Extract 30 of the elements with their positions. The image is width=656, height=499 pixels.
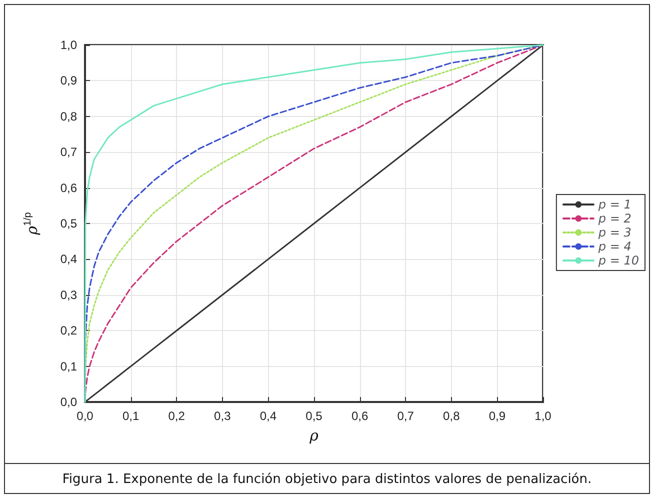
y-tick-label: 0,9 (60, 74, 78, 88)
x-tick-label: 0,0 (76, 409, 94, 423)
y-tick-label: 0,5 (60, 216, 78, 230)
x-tick-label: 0,8 (443, 409, 460, 423)
x-tick-label: 0,6 (351, 409, 368, 423)
legend-label: p = 4 (597, 240, 632, 254)
x-tick-label: 0,2 (168, 409, 186, 423)
x-tick-label: 0,1 (122, 409, 140, 423)
x-tick-label: 0,4 (260, 409, 277, 423)
y-tick-label: 0,6 (60, 180, 78, 195)
x-tick-label: 1,0 (534, 409, 552, 423)
legend-label: p = 10 (597, 254, 640, 268)
y-axis-title: ρ1/p (22, 212, 41, 236)
legend-label: p = 3 (597, 226, 632, 240)
y-tick-label: 0,2 (60, 324, 78, 338)
legend-label: p = 1 (597, 198, 632, 212)
y-tick-label: 0,3 (60, 288, 78, 302)
text: Figura 1. Exponente de la función objetivo para distintos valores de penalización. (5, 463, 649, 487)
legend-label: p = 2 (597, 212, 632, 226)
x-tick-label: 0,5 (306, 409, 323, 423)
y-tick-label: 0,1 (60, 359, 78, 374)
y-tick-label: 0,7 (60, 145, 78, 160)
y-tick-label: 1,0 (60, 38, 78, 52)
x-tick-label: 0,3 (214, 409, 232, 423)
x-tick-label: 0,9 (488, 409, 506, 423)
y-tick-label: 0,8 (60, 109, 78, 124)
x-axis-title: ρ (308, 426, 319, 444)
y-tick-label: 0,0 (60, 395, 78, 409)
x-tick-label: 0,7 (397, 409, 414, 423)
y-tick-label: 0,4 (60, 252, 78, 266)
